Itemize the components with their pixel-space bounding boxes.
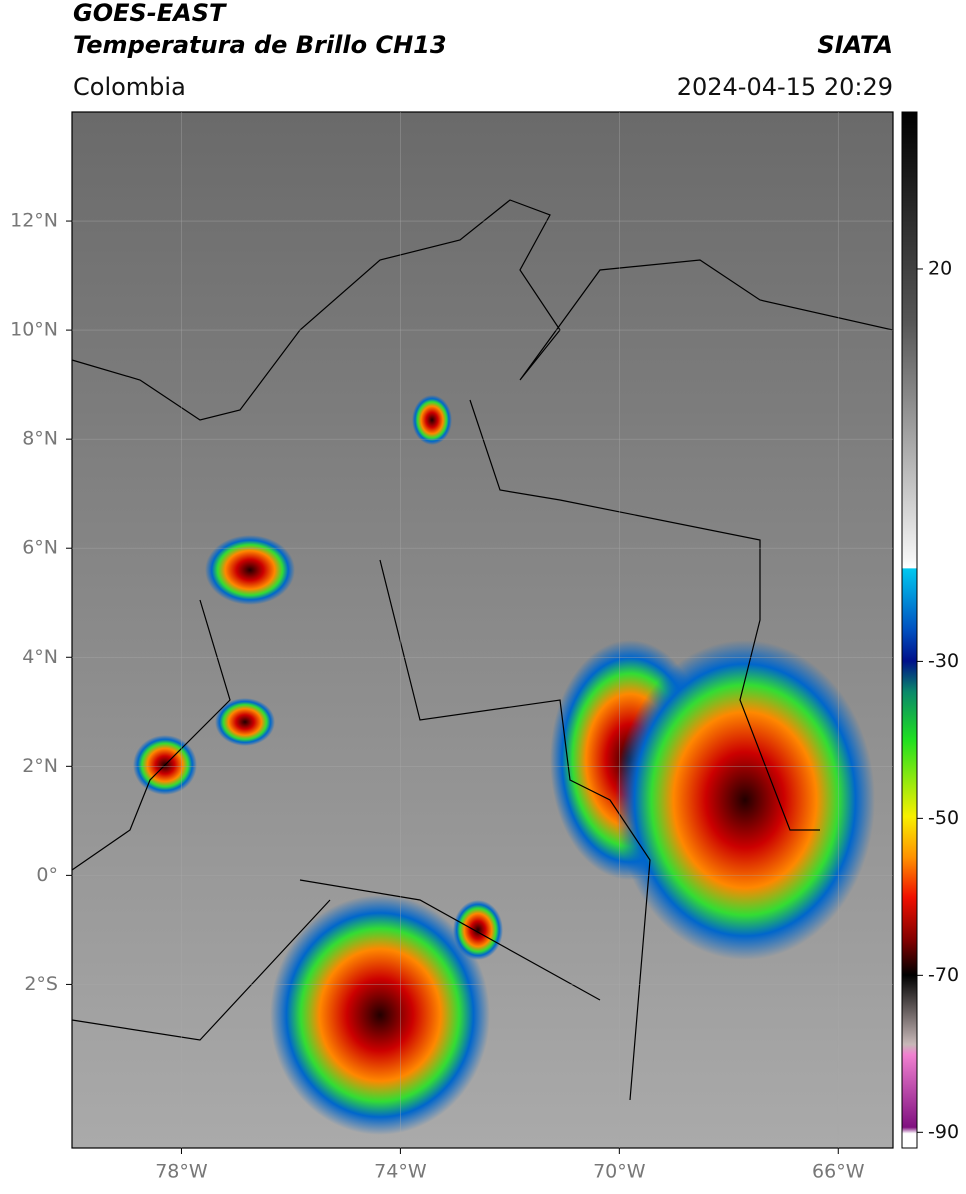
subtitle: Temperatura de Brillo CH13 (73, 31, 447, 59)
y-tick-label: 2°N (22, 755, 58, 777)
region: Colombia (73, 73, 186, 101)
y-tick-label: 2°S (24, 973, 58, 995)
y-tick-label: 8°N (22, 428, 58, 450)
y-tick-label: 6°N (22, 537, 58, 559)
colorbar-label: 20 (928, 257, 952, 279)
y-tick-label: 0° (36, 864, 58, 886)
colorbar (901, 111, 918, 1149)
title: GOES-EAST (73, 0, 227, 27)
y-tick-label: 4°N (22, 646, 58, 668)
x-tick-label: 74°W (374, 1161, 427, 1183)
datetime: 2024-04-15 20:29 (677, 73, 893, 101)
colorbar-label: -90 (928, 1121, 959, 1143)
y-tick-label: 10°N (10, 319, 58, 341)
source: SIATA (817, 31, 893, 59)
x-tick-label: 70°W (593, 1161, 646, 1183)
y-tick-label: 12°N (10, 210, 58, 232)
colorbar-label: -50 (928, 807, 959, 829)
colorbar-label: -70 (928, 964, 959, 986)
satellite-image (71, 111, 894, 1149)
colorbar-label: -30 (928, 650, 959, 672)
x-tick-label: 66°W (812, 1161, 865, 1183)
x-tick-label: 78°W (155, 1161, 208, 1183)
